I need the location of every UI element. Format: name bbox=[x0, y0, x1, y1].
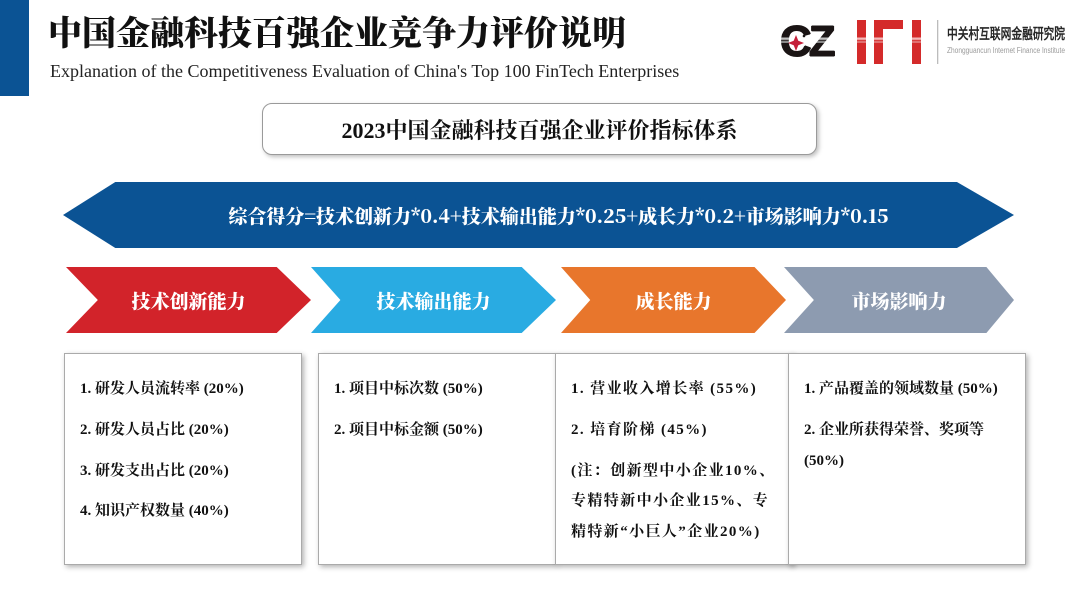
svg-text:Zhongguancun Internet Finance: Zhongguancun Internet Finance Institute bbox=[947, 45, 1065, 55]
svg-text:中关村互联网金融研究院: 中关村互联网金融研究院 bbox=[947, 25, 1065, 43]
